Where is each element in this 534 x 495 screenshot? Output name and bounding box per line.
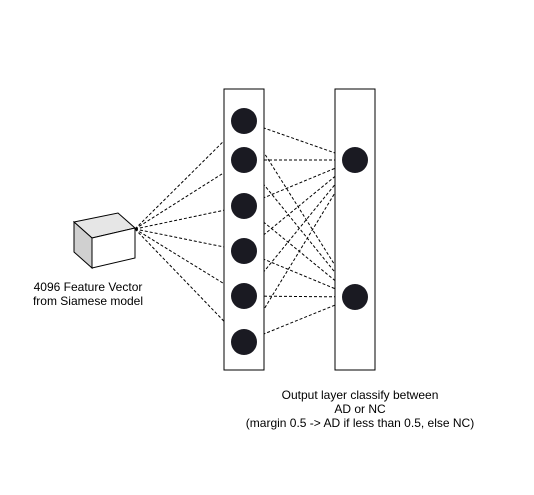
hidden-node-6 xyxy=(231,329,257,355)
hidden-layer-nodes xyxy=(231,108,257,355)
hidden-output-connection-4-1 xyxy=(243,159,356,252)
cube-front-face xyxy=(91,227,136,269)
hidden-node-4 xyxy=(231,238,257,264)
output-layer-caption: Output layer classify between AD or NC (… xyxy=(200,388,520,430)
output-caption-line-1: Output layer classify between xyxy=(281,388,439,402)
output-caption-line-2: AD or NC xyxy=(334,402,386,416)
hidden-node-5 xyxy=(231,283,257,309)
output-node-1 xyxy=(342,147,368,173)
input-block-caption: 4096 Feature Vector from Siamese model xyxy=(0,280,176,308)
feature-vector-block xyxy=(72,212,137,270)
hidden-node-1 xyxy=(231,108,257,134)
output-node-2 xyxy=(342,284,368,310)
input-caption-line-2: from Siamese model xyxy=(32,294,144,308)
output-layer-nodes xyxy=(342,147,368,310)
output-layer-box xyxy=(334,88,376,371)
hidden-layer-box xyxy=(223,88,265,371)
hidden-node-3 xyxy=(231,193,257,219)
input-caption-line-1: 4096 Feature Vector xyxy=(33,280,143,294)
hidden-node-2 xyxy=(231,147,257,173)
output-caption-line-3: (margin 0.5 -> AD if less than 0.5, else… xyxy=(245,416,475,430)
